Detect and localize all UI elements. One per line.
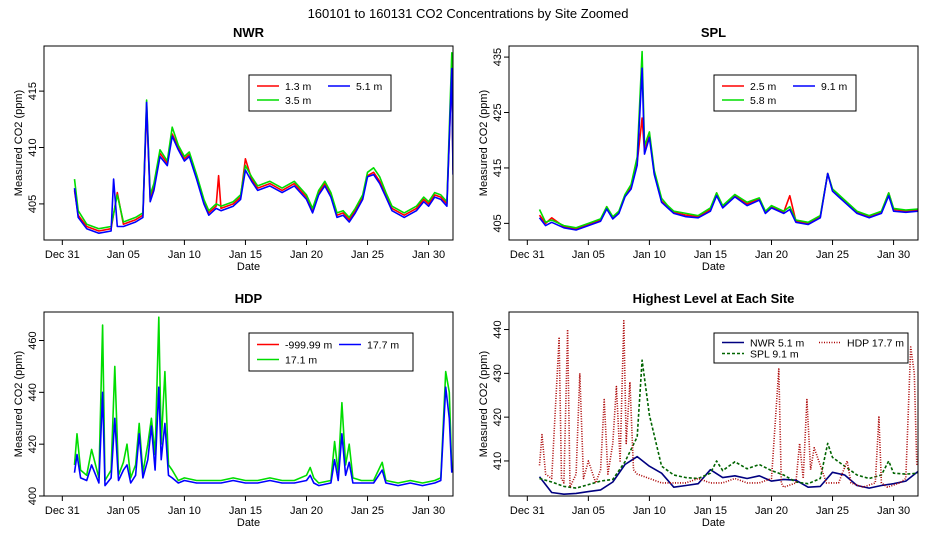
x-tick-label: Jan 20 [290,505,323,517]
x-tick-label: Jan 15 [694,505,727,517]
x-tick-label: Jan 20 [755,505,788,517]
series-line [538,319,918,489]
series-group [73,316,453,487]
y-tick-label: 425 [492,103,504,121]
legend-label: HDP 17.7 m [847,338,904,350]
x-tick-label: Jan 05 [107,249,140,261]
x-tick-label: Jan 05 [572,505,605,517]
x-tick-label: Jan 10 [633,249,666,261]
legend: -999.99 m 17.1 m 17.7 m [248,332,414,372]
legend-label: SPL 9.1 m [750,349,799,361]
chart-hdp: HDP Dec 31 Jan 05 Jan 10 Jan 15 Jan 20 Jan 25 J… [13,291,454,529]
x-tick-label: Jan 05 [107,505,140,517]
x-axis-label: Date [237,261,260,273]
x-tick-label: Jan 25 [351,249,384,261]
legend-box [248,332,414,372]
x-tick-label: Jan 30 [877,249,910,261]
x-tick-label: Dec 31 [510,505,545,517]
x-tick-label: Jan 25 [816,505,849,517]
x-tick-label: Dec 31 [510,249,545,261]
legend-label: -999.99 m [285,340,333,352]
legend-box [713,332,909,364]
series-line [73,386,453,487]
y-tick-label: 405 [492,214,504,232]
plot-frame [43,311,454,497]
series-line [73,316,453,484]
chart-highest: Highest Level at Each Site Dec 31 Jan 05 Ja… [478,291,919,529]
y-tick-label: 415 [492,159,504,177]
y-tick-label: 405 [27,195,39,213]
series-line [538,50,918,229]
legend-box [248,74,392,112]
plot-frame [508,45,919,241]
y-tick-label: 460 [27,331,39,349]
figure-title: 160101 to 160131 CO2 Concentrations by S… [308,6,629,21]
series-line [539,359,918,489]
y-axis-label: Measured CO2 (ppm) [13,90,25,196]
x-tick-label: Jan 05 [572,249,605,261]
y-tick-label: 410 [492,452,504,470]
x-tick-label: Jan 20 [290,249,323,261]
legend: 1.3 m 3.5 m 5.1 m [248,74,392,112]
y-axis-label: Measured CO2 (ppm) [478,90,490,196]
chart-spl: SPL Dec 31 Jan 05 Jan 10 Jan 15 Jan 20 Jan 25 J… [478,25,919,273]
series-line [73,51,453,230]
series-group [538,319,918,496]
y-axis-label: Measured CO2 (ppm) [13,351,25,457]
x-tick-label: Jan 25 [351,505,384,517]
legend-label: NWR 5.1 m [750,338,805,350]
legend-label: 2.5 m [750,81,777,93]
x-axis-label: Date [702,261,725,273]
x-axis-label: Date [237,517,260,529]
series-line [538,455,918,496]
x-tick-label: Jan 15 [229,249,262,261]
y-tick-label: 440 [27,383,39,401]
series-group [73,51,453,234]
legend-label: 1.3 m [285,81,312,93]
x-tick-label: Jan 25 [816,249,849,261]
legend-box [713,74,857,112]
x-axis-label: Date [702,517,725,529]
y-tick-label: 400 [27,487,39,505]
legend: 2.5 m 5.8 m 9.1 m [713,74,857,112]
y-tick-label: 430 [492,364,504,382]
plot-frame [508,311,919,497]
legend-label: 9.1 m [821,81,848,93]
series-line [538,67,918,231]
x-tick-label: Jan 30 [412,505,445,517]
x-tick-label: Jan 10 [168,505,201,517]
x-tick-label: Jan 20 [755,249,788,261]
legend-label: 17.1 m [285,355,317,367]
x-tick-label: Jan 30 [877,505,910,517]
x-tick-label: Jan 10 [168,249,201,261]
legend-label: 5.1 m [356,81,383,93]
series-line [73,67,453,234]
chart-title: Highest Level at Each Site [633,291,795,306]
x-tick-label: Dec 31 [45,505,80,517]
y-tick-label: 415 [27,82,39,100]
chart-nwr: NWR Dec 31 Jan 05 Jan 10 Jan 15 Jan 20 Jan 25 J… [13,25,454,273]
legend-label: 3.5 m [285,95,312,107]
y-tick-label: 440 [492,320,504,338]
y-tick-label: 410 [27,138,39,156]
chart-title: HDP [235,291,263,306]
x-tick-label: Jan 15 [694,249,727,261]
y-tick-label: 435 [492,48,504,66]
chart-title: SPL [701,25,726,40]
plot-frame [43,45,454,241]
y-axis-label: Measured CO2 (ppm) [478,351,490,457]
x-tick-label: Jan 30 [412,249,445,261]
legend-label: 17.7 m [367,340,399,352]
x-tick-label: Dec 31 [45,249,80,261]
x-tick-label: Jan 10 [633,505,666,517]
series-group [538,50,918,231]
y-tick-label: 420 [27,435,39,453]
y-tick-label: 420 [492,408,504,426]
x-tick-label: Jan 15 [229,505,262,517]
legend-label: 5.8 m [750,95,777,107]
chart-title: NWR [233,25,265,40]
chart-panels: NWR Dec 31 Jan 05 Jan 10 Jan 15 Jan 20 Jan 25 J… [13,25,919,529]
